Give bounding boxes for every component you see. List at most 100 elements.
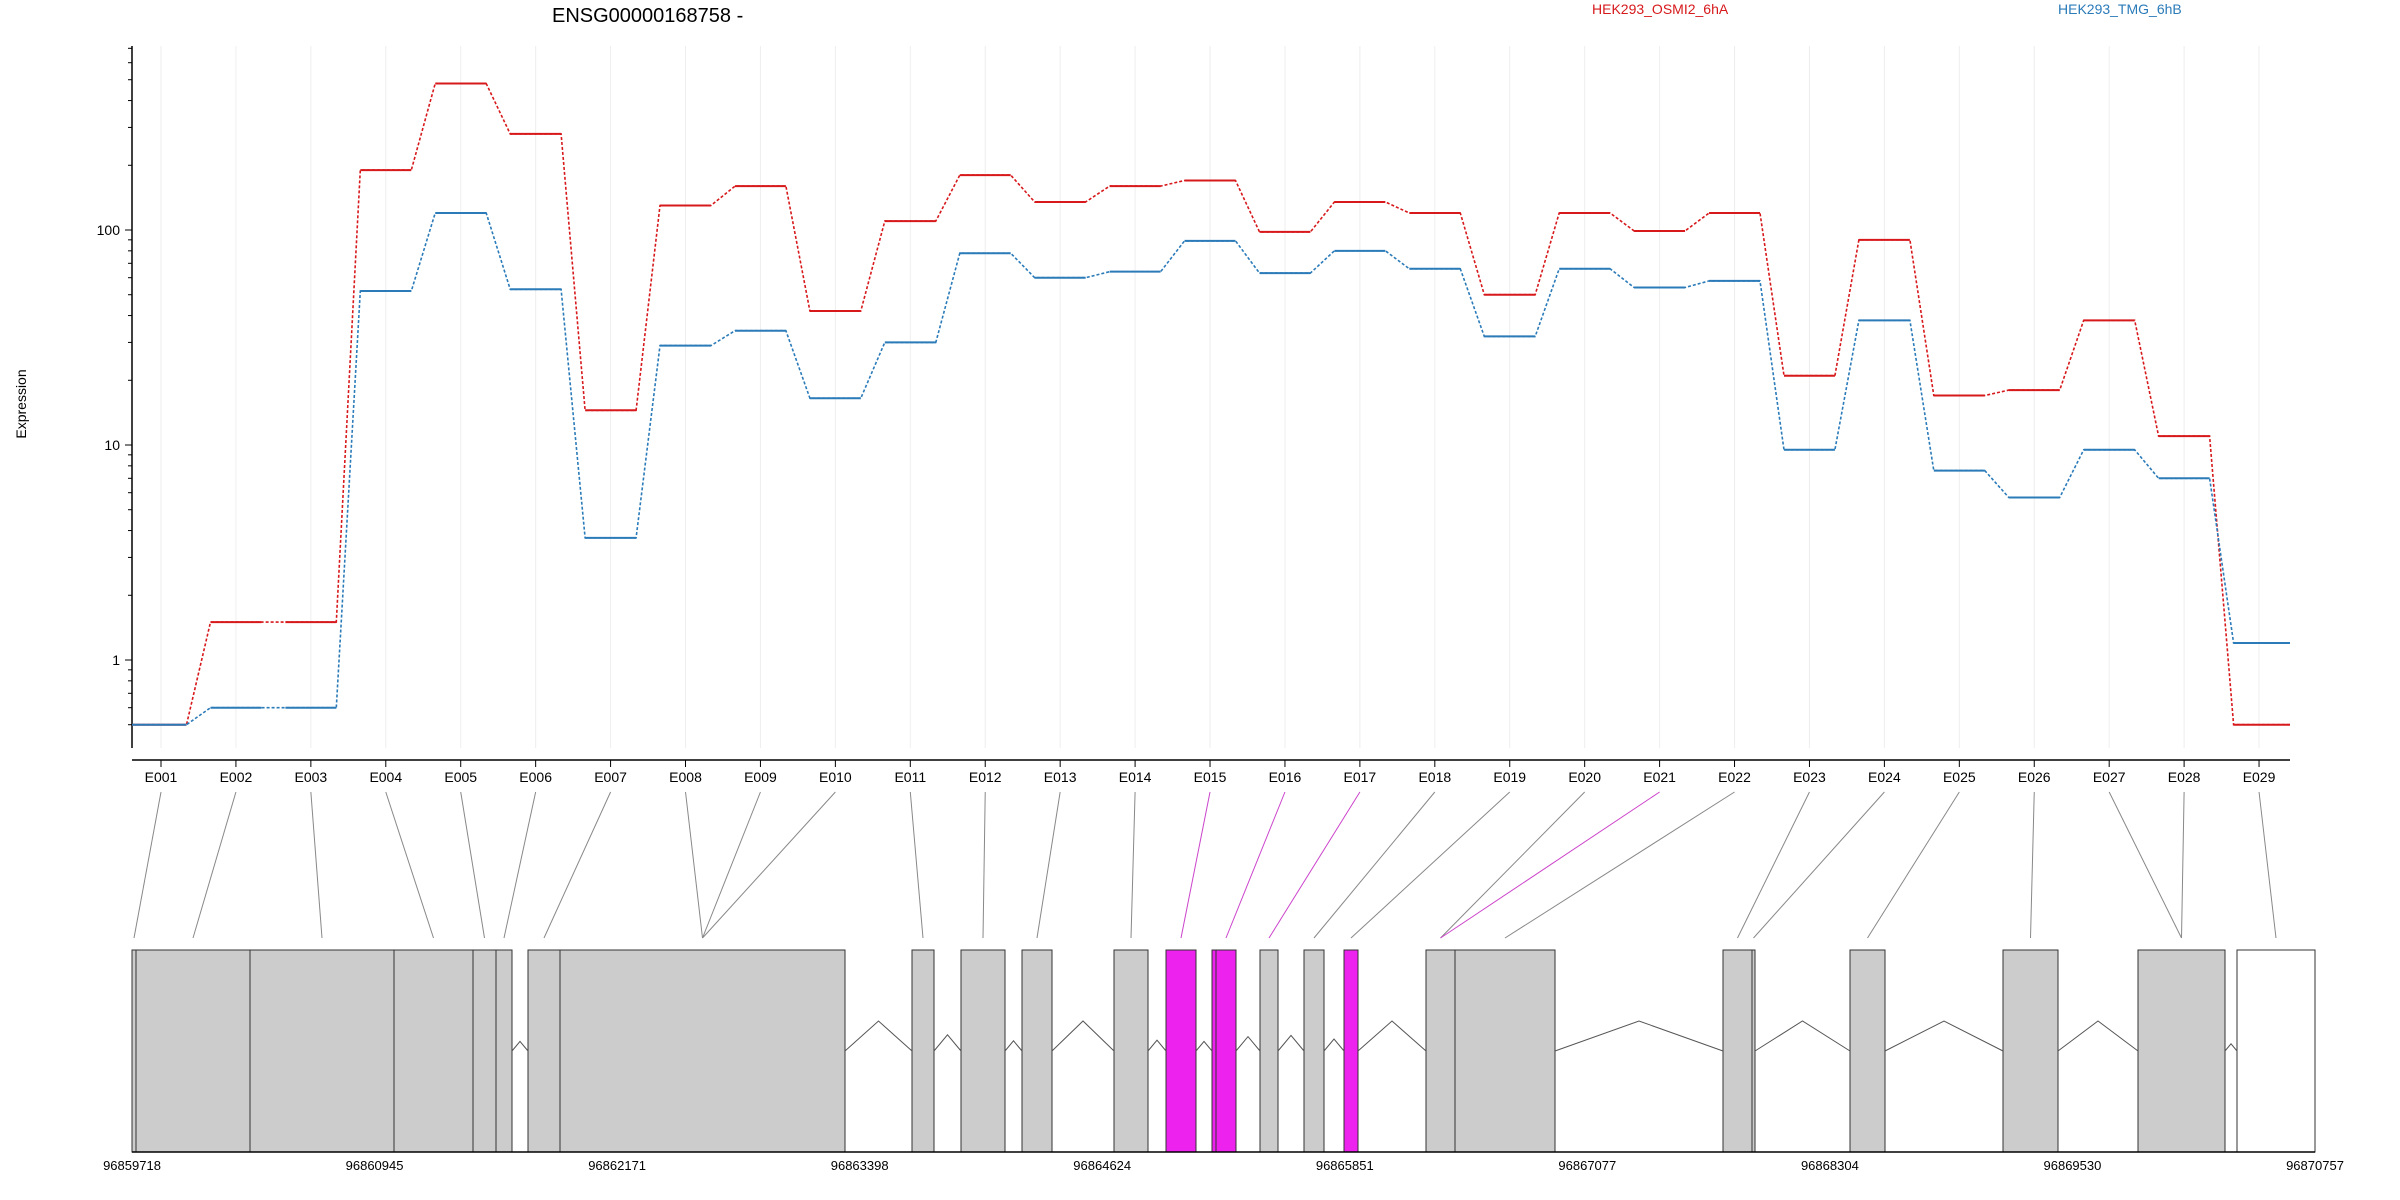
- x-tick-label-E021: E021: [1643, 769, 1676, 785]
- intron-line: [511, 1040, 529, 1052]
- connector-E007: [543, 791, 612, 939]
- x-tick-label-E009: E009: [744, 769, 777, 785]
- connector-E005: [460, 791, 485, 939]
- intron-line: [2057, 1020, 2139, 1052]
- intron-line: [1754, 1020, 1851, 1052]
- y-tick-label: 10: [104, 437, 120, 453]
- x-tick-label-E008: E008: [669, 769, 702, 785]
- x-tick-label-E016: E016: [1269, 769, 1302, 785]
- exon-box: [1259, 949, 1279, 1153]
- connector-E023: [1737, 791, 1810, 939]
- chart-title: ENSG00000168758 -: [552, 5, 743, 27]
- genomic-coordinate-labels: 96859718 96860945 96862171 96863398 96864624…: [103, 1158, 2344, 1173]
- exon-box: [495, 949, 513, 1153]
- exon-box: [911, 949, 935, 1153]
- x-tick-label-E005: E005: [444, 769, 477, 785]
- exon-box: [1021, 949, 1053, 1153]
- coordinate-label: 96862171: [588, 1158, 646, 1173]
- x-tick-label-E026: E026: [2018, 769, 2051, 785]
- connector-E021: [1440, 791, 1660, 939]
- connector-E004: [385, 791, 434, 939]
- series-lines: [132, 82, 2290, 726]
- intron-line: [1277, 1034, 1305, 1052]
- connector-E009: [702, 791, 761, 939]
- exon-box: [1425, 949, 1456, 1153]
- legend-series-1: HEK293_OSMI2_6hA: [1592, 1, 1729, 17]
- x-tick-label-E012: E012: [969, 769, 1002, 785]
- exon-box: [131, 949, 137, 1153]
- intron-line: [1323, 1038, 1345, 1052]
- intron-line: [1051, 1020, 1115, 1052]
- coordinate-label: 96870757: [2286, 1158, 2344, 1173]
- intron-line: [1195, 1040, 1213, 1052]
- exon-box: [1722, 949, 1753, 1153]
- exon-box: [960, 949, 1006, 1153]
- connector-E008: [685, 791, 703, 939]
- coordinate-label: 96869530: [2044, 1158, 2102, 1173]
- y-tick-label: 100: [97, 222, 121, 238]
- x-tick-label-E013: E013: [1044, 769, 1077, 785]
- exon-box: [1751, 949, 1756, 1153]
- y-tick-label: 1: [112, 652, 120, 668]
- x-tick-label-E024: E024: [1868, 769, 1901, 785]
- connector-E002: [192, 791, 237, 939]
- x-tick-label-E027: E027: [2093, 769, 2126, 785]
- x-tick-label-E020: E020: [1568, 769, 1601, 785]
- x-tick-label-E011: E011: [894, 769, 926, 785]
- intron-line: [933, 1034, 962, 1052]
- connector-E028: [2181, 791, 2185, 939]
- connector-E011: [909, 791, 924, 939]
- coordinate-label: 96865851: [1316, 1158, 1374, 1173]
- series-line-2: [132, 212, 2290, 726]
- x-tick-label-E025: E025: [1943, 769, 1976, 785]
- connector-E026: [2030, 791, 2035, 939]
- connector-E001: [133, 791, 162, 939]
- intron-line: [1235, 1035, 1261, 1052]
- x-tick-label-E029: E029: [2243, 769, 2276, 785]
- connector-E013: [1036, 791, 1061, 939]
- x-tick-label-E004: E004: [369, 769, 402, 785]
- axes: 1 10 100: [97, 46, 2290, 761]
- coordinate-label: 96859718: [103, 1158, 161, 1173]
- intron-line: [1004, 1040, 1023, 1052]
- x-gridlines: [160, 46, 2260, 748]
- connector-E024: [1753, 791, 1885, 939]
- exon-box: [1211, 949, 1217, 1153]
- exon-box: [1849, 949, 1886, 1153]
- connector-E012: [982, 791, 986, 939]
- exon-box: [1303, 949, 1325, 1153]
- coordinate-label: 96860945: [346, 1158, 404, 1173]
- gene-model: [131, 949, 2316, 1153]
- connector-E020: [1440, 791, 1586, 939]
- coordinate-label: 96863398: [831, 1158, 889, 1173]
- x-tick-label-E014: E014: [1119, 769, 1152, 785]
- x-tick-label-E006: E006: [519, 769, 552, 785]
- connector-E022: [1504, 791, 1735, 939]
- coordinate-label: 96868304: [1801, 1158, 1859, 1173]
- exon-box: [2137, 949, 2226, 1153]
- x-tick-label-E010: E010: [819, 769, 852, 785]
- coordinate-label: 96864624: [1073, 1158, 1131, 1173]
- exon-box: [1343, 949, 1359, 1153]
- exon-box: [2002, 949, 2059, 1153]
- x-tick-label-E017: E017: [1344, 769, 1377, 785]
- connector-E003: [310, 791, 323, 939]
- x-tick-label-E022: E022: [1718, 769, 1751, 785]
- x-tick-labels: E001 E002 E003 E004 E005 E006 E007 E008 E009 E010…: [145, 760, 2276, 785]
- connector-E017: [1268, 791, 1361, 939]
- connector-E018: [1313, 791, 1436, 939]
- x-tick-label-E003: E003: [295, 769, 328, 785]
- exon-box: [1113, 949, 1149, 1153]
- intron-line: [2224, 1043, 2238, 1052]
- connector-E019: [1350, 791, 1511, 939]
- x-tick-label-E023: E023: [1793, 769, 1826, 785]
- exon-box: [2236, 949, 2316, 1153]
- exon-box: [472, 949, 497, 1153]
- legend-series-2: HEK293_TMG_6hB: [2058, 1, 2182, 17]
- intron-line: [1884, 1020, 2004, 1052]
- connector-E027: [2108, 791, 2182, 939]
- exon-connector-lines: [133, 791, 2277, 939]
- intron-line: [1554, 1020, 1724, 1052]
- coordinate-label: 96867077: [1558, 1158, 1616, 1173]
- intron-line: [1147, 1039, 1167, 1052]
